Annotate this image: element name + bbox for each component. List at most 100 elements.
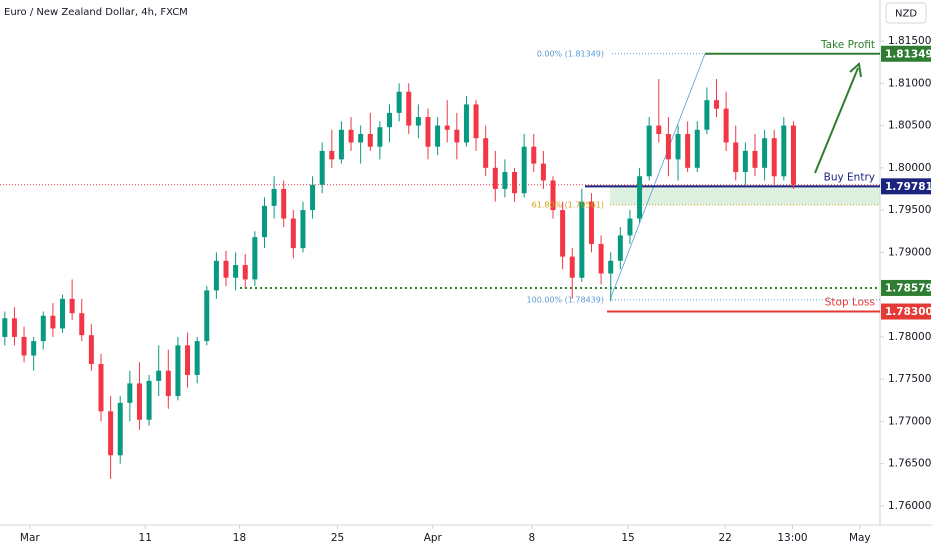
candle-body — [560, 210, 566, 257]
candle-body — [204, 290, 210, 342]
x-tick-label: 25 — [331, 532, 344, 544]
candle-body — [598, 243, 604, 274]
candle-body — [694, 129, 700, 168]
candle-body — [88, 335, 94, 364]
candle-body — [146, 380, 152, 420]
y-tick-label: 1.77000 — [888, 415, 931, 427]
candle-body — [319, 150, 325, 185]
candle-body — [483, 138, 489, 168]
candle-body — [685, 133, 691, 168]
y-tick-label: 1.77500 — [888, 373, 931, 385]
candle-body — [310, 184, 316, 211]
x-tick-label: 18 — [233, 532, 246, 544]
candle-body — [11, 318, 17, 337]
candle-body — [69, 298, 75, 314]
candle-body — [387, 112, 393, 128]
candle-body — [213, 260, 219, 291]
y-tick-label: 1.81500 — [888, 35, 931, 47]
candle-body — [233, 265, 239, 278]
candle-body — [185, 345, 191, 375]
price-tag-label: 1.81349 — [885, 48, 932, 60]
candle-body — [98, 363, 104, 412]
candle-body — [396, 91, 402, 113]
candle-body — [752, 150, 758, 168]
x-tick-label: 11 — [139, 532, 152, 544]
price-tag — [881, 279, 931, 296]
candle-body — [675, 133, 681, 160]
candle-body — [463, 104, 469, 143]
candle-body — [790, 125, 796, 185]
candle-body — [569, 256, 575, 278]
y-tick-label: 1.80500 — [888, 120, 931, 132]
level-name: Stop Loss — [825, 297, 875, 309]
candle-body — [290, 218, 296, 249]
level-name: Take Profit — [820, 39, 875, 51]
candle-body — [406, 91, 412, 126]
candle-body — [502, 172, 508, 189]
candle-body — [579, 201, 585, 278]
candle-body — [415, 117, 421, 126]
candle-body — [127, 383, 133, 403]
target-arrow — [814, 67, 859, 174]
x-tick-label: 13:00 — [777, 532, 807, 544]
candle-body — [358, 133, 364, 143]
price-tag-label: 1.78300 — [885, 306, 932, 318]
candle-body — [348, 129, 354, 143]
candle-body — [521, 146, 527, 194]
candle-body — [31, 341, 37, 356]
candle-body — [781, 125, 787, 177]
x-tick-label: Mar — [20, 532, 40, 544]
x-tick-label: 8 — [529, 532, 536, 544]
candle-body — [762, 138, 768, 168]
currency-label[interactable]: NZD — [895, 9, 917, 20]
candle-body — [627, 218, 633, 236]
y-tick-label: 1.76500 — [888, 458, 931, 470]
x-tick-label: 15 — [621, 532, 634, 544]
y-tick-label: 1.80000 — [888, 162, 931, 174]
candle-body — [338, 129, 344, 160]
fib-label: 100.00% (1.78439) — [527, 295, 604, 304]
currency-box[interactable] — [885, 2, 927, 24]
candle-body — [656, 125, 662, 134]
price-tag-label: 1.78579 — [885, 282, 932, 294]
candle-body — [377, 127, 383, 147]
candle-body — [194, 341, 200, 375]
candle-body — [646, 125, 652, 177]
candle-body — [733, 142, 739, 173]
y-tick-label: 1.78000 — [888, 331, 931, 343]
candle-body — [50, 315, 56, 329]
y-tick-label: 1.79000 — [888, 246, 931, 258]
candle-body — [242, 265, 248, 280]
candle-body — [512, 172, 518, 194]
candle-body — [771, 138, 777, 177]
fib-trend — [609, 53, 706, 300]
candle-body — [723, 108, 729, 143]
candle-body — [531, 146, 537, 164]
candle-body — [704, 100, 710, 130]
candle-body — [156, 370, 162, 381]
entry-zone — [610, 186, 880, 205]
candle-body — [223, 260, 229, 278]
candle-body — [742, 150, 748, 173]
candle-body — [2, 318, 8, 337]
candle-body — [540, 163, 546, 181]
fib-label: 61.80% (1.79561) — [532, 200, 604, 209]
candle-body — [60, 298, 66, 329]
candle-body — [281, 188, 287, 219]
candle-body — [492, 167, 498, 189]
candle-body — [454, 129, 460, 143]
x-tick-label: 22 — [718, 532, 731, 544]
fib-label: 0.00% (1.81349) — [537, 49, 604, 58]
candle-body — [435, 125, 441, 147]
candle-body — [136, 383, 142, 420]
candle-body — [117, 402, 123, 456]
target-arrow-head — [849, 62, 862, 78]
candle-body — [367, 133, 373, 147]
y-tick-label: 1.79500 — [888, 204, 931, 216]
chart-title: Euro / New Zealand Dollar, 4h, FXCM — [4, 7, 188, 18]
candle-body — [300, 210, 306, 249]
price-tag — [881, 303, 931, 320]
candle-body — [588, 201, 594, 244]
